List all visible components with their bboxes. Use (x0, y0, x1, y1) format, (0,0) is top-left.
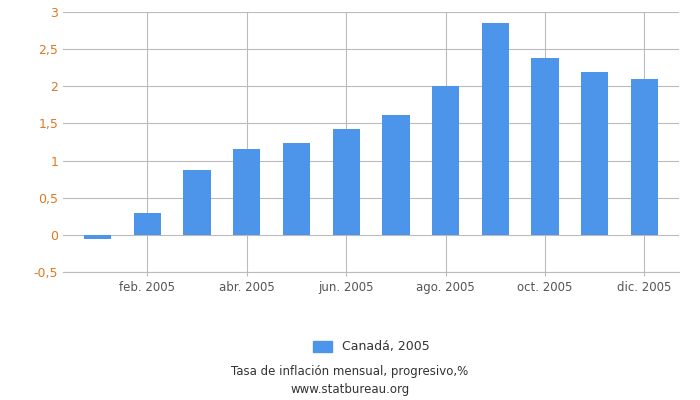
Legend: Canadá, 2005: Canadá, 2005 (308, 336, 434, 358)
Bar (581, 72, 608, 235)
Text: www.statbureau.org: www.statbureau.org (290, 384, 410, 396)
Text: Tasa de inflación mensual, progresivo,%: Tasa de inflación mensual, progresivo,% (232, 366, 468, 378)
Bar (183, 170, 211, 235)
Bar (332, 129, 360, 235)
Bar (233, 150, 260, 235)
Bar (432, 86, 459, 235)
Bar (134, 212, 161, 235)
Bar (283, 143, 310, 235)
Bar (382, 114, 410, 235)
Bar (482, 23, 509, 235)
Bar (631, 79, 658, 235)
Bar (531, 58, 559, 235)
Bar (84, 235, 111, 238)
